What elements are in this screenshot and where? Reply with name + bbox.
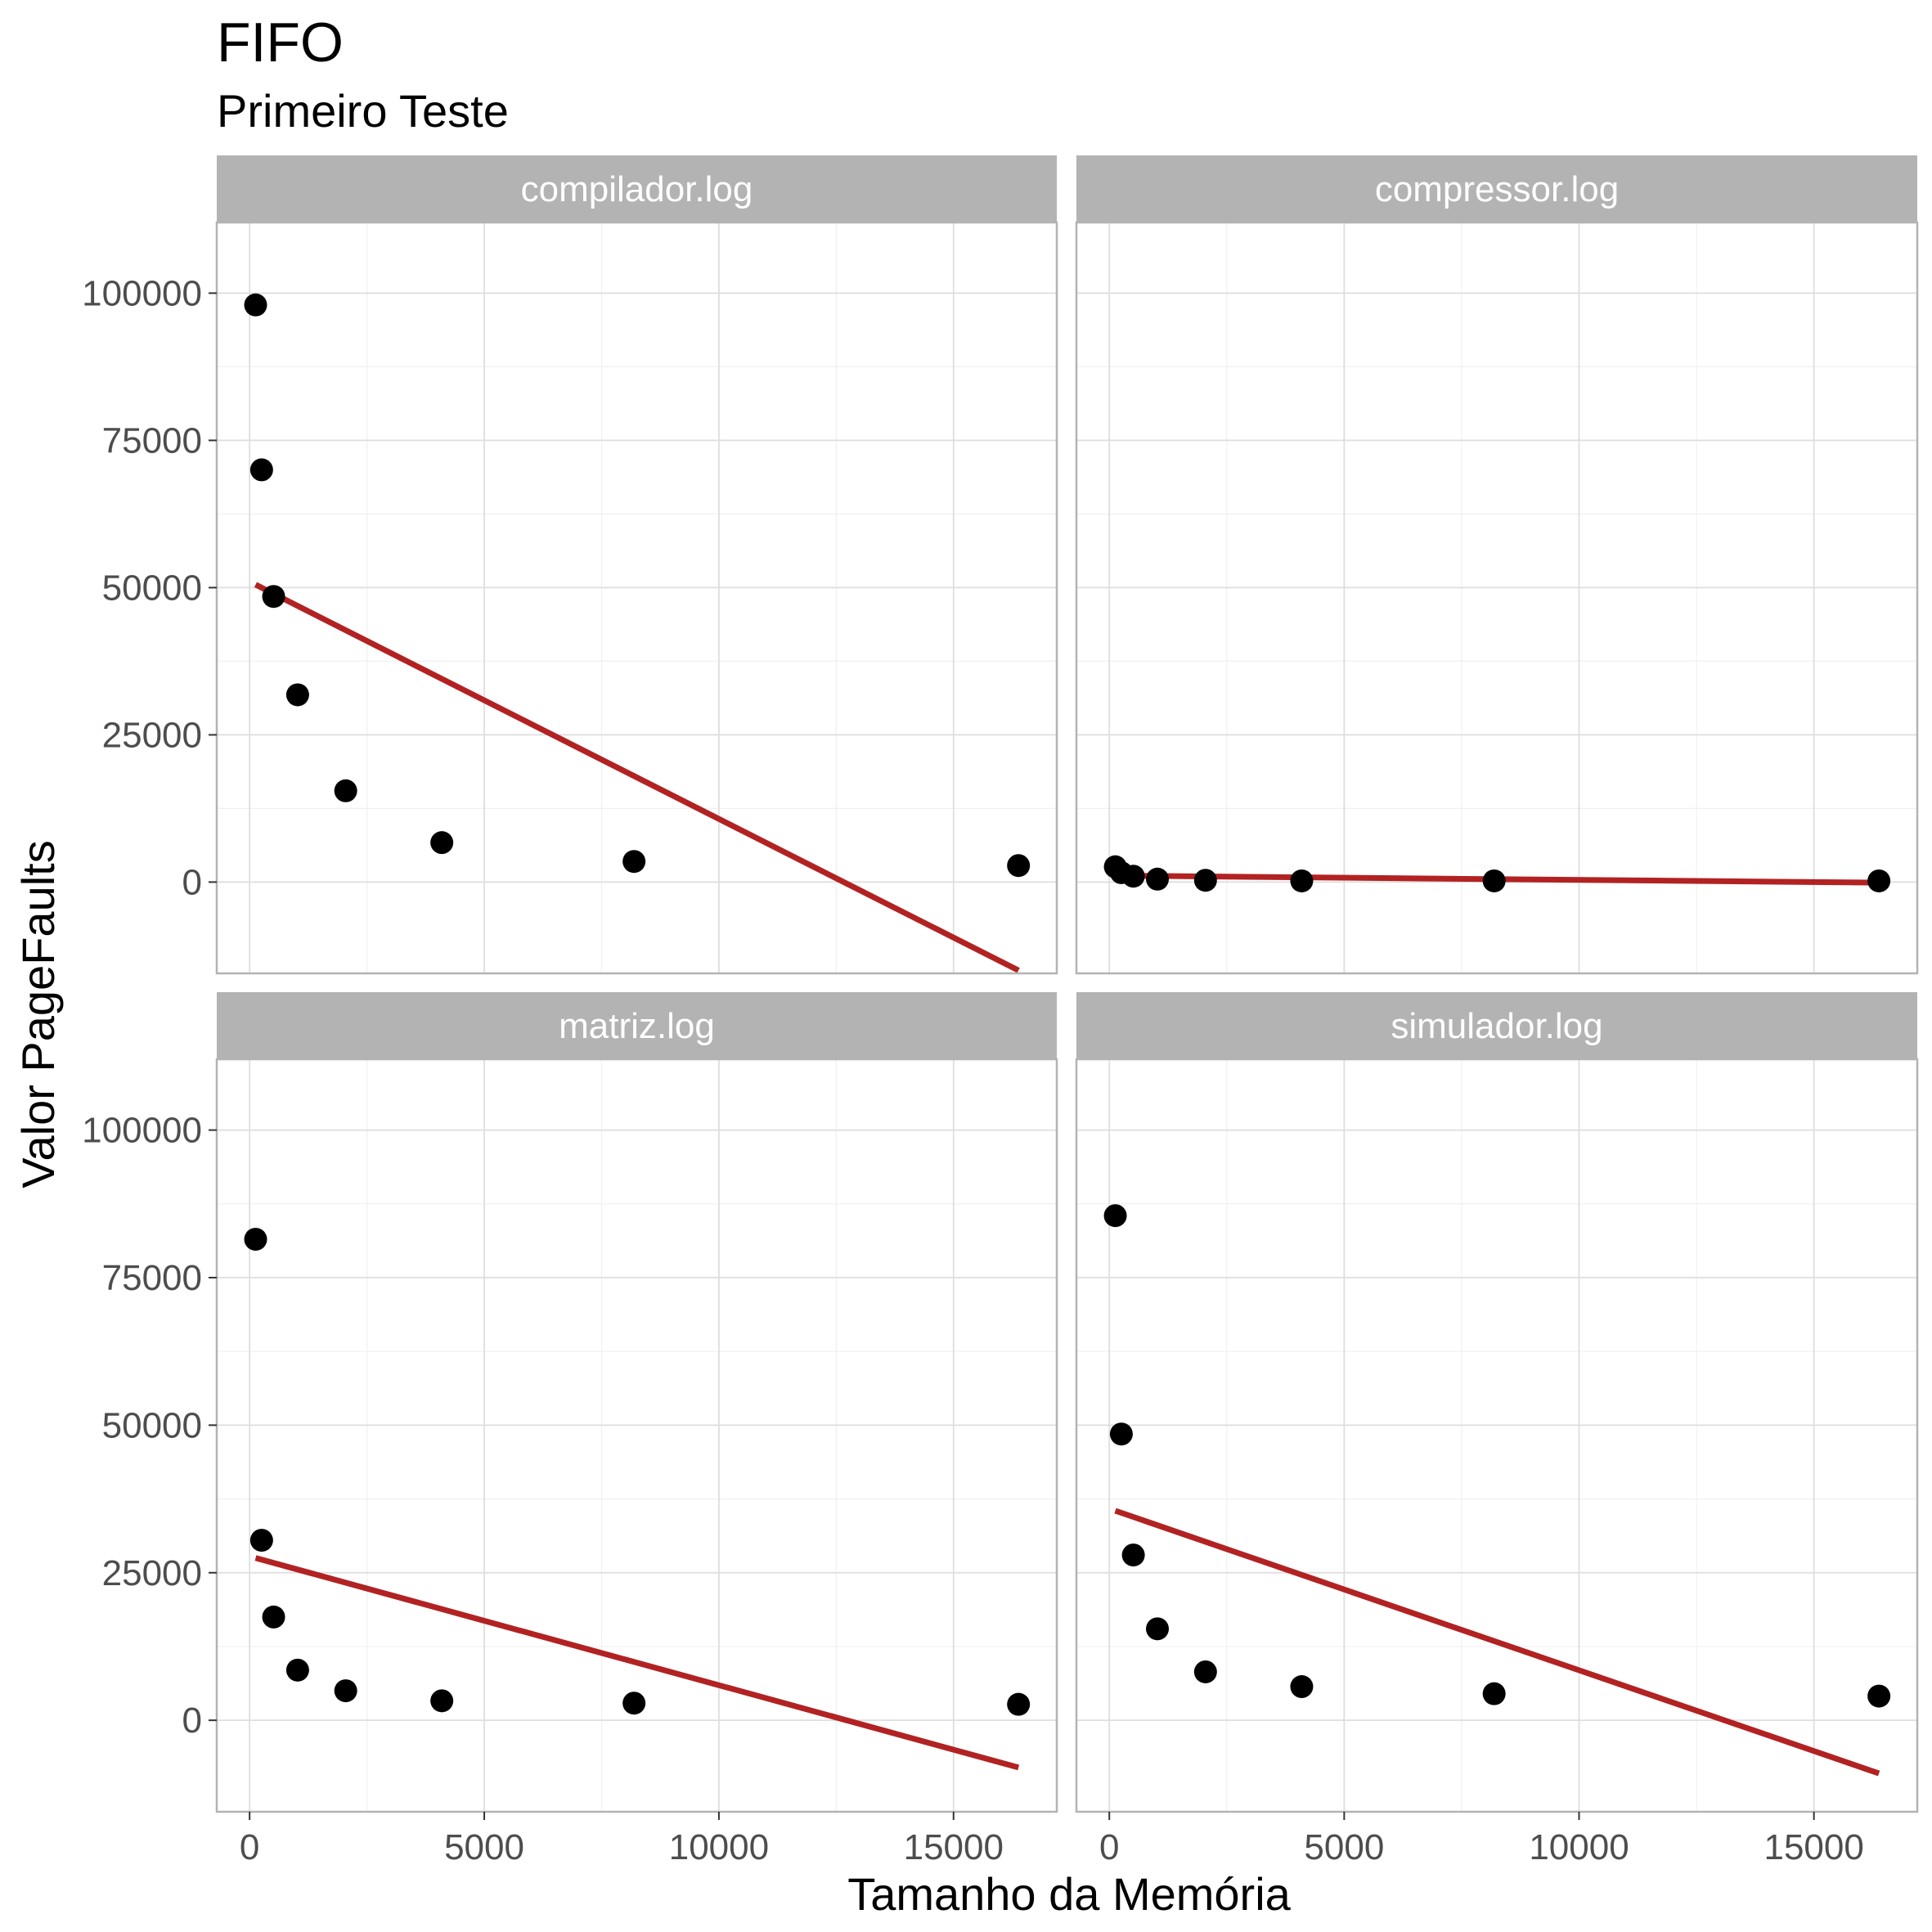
data-point <box>334 1679 357 1703</box>
data-point <box>1121 1543 1145 1567</box>
data-point <box>249 458 273 482</box>
panel-matriz-log: matriz.log 0 25000 50000 75000 100000 0 5000 100… <box>82 992 1058 1867</box>
y-tick-label: 25000 <box>102 1553 202 1593</box>
data-point <box>1103 1204 1127 1228</box>
data-point <box>1290 869 1314 892</box>
facet-strip <box>217 155 1057 222</box>
data-point <box>249 1529 273 1552</box>
data-point <box>262 585 285 609</box>
data-point <box>1109 1422 1133 1446</box>
data-point <box>1482 1682 1506 1705</box>
x-tick-label: 0 <box>240 1827 259 1867</box>
panel-border <box>1075 221 1919 975</box>
y-tick-label: 0 <box>182 862 202 902</box>
fit-line <box>254 1555 1020 1771</box>
panel-border <box>215 221 1058 975</box>
y-tick-label: 50000 <box>102 1405 202 1445</box>
data-point <box>1121 865 1145 888</box>
y-tick-label: 75000 <box>102 1258 202 1298</box>
data-point <box>430 1689 454 1713</box>
data-point <box>1193 869 1217 892</box>
data-point <box>244 293 267 317</box>
panel-simulador-log: simulador.log 0 5000 10000 15000 <box>1075 992 1919 1867</box>
y-tick-label: 100000 <box>82 1111 202 1151</box>
data-point <box>622 850 646 874</box>
x-tick-label: 0 <box>1099 1827 1119 1867</box>
facet-strip <box>217 992 1057 1059</box>
facet-strip-label: compressor.log <box>1375 169 1619 209</box>
data-point <box>1867 1684 1891 1708</box>
data-point <box>1867 869 1891 892</box>
y-tick-label: 100000 <box>82 273 202 313</box>
y-tick-label: 0 <box>182 1701 202 1741</box>
x-axis-title: Tamanho da Memória <box>847 1868 1291 1920</box>
panel-compilador-log: compilador.log 0 25000 50000 75000 100000 <box>82 155 1058 975</box>
panel-border <box>215 1058 1058 1813</box>
data-point <box>1146 867 1170 891</box>
chart-title: FIFO <box>217 11 344 74</box>
x-tick-label: 5000 <box>444 1827 524 1867</box>
facet-strip-label: matriz.log <box>559 1006 715 1046</box>
data-point <box>262 1605 285 1629</box>
data-point <box>1146 1617 1170 1641</box>
facet-panels: compilador.log0250005000075000100000comp… <box>82 155 1919 1867</box>
data-point <box>1007 1692 1031 1716</box>
data-point <box>285 1658 309 1682</box>
x-tick-label: 5000 <box>1304 1827 1384 1867</box>
facet-strip-label: compilador.log <box>521 169 753 209</box>
chart-subtitle: Primeiro Teste <box>217 85 509 137</box>
panel-compressor-log: compressor.log <box>1075 155 1919 975</box>
y-tick-label: 50000 <box>102 568 202 608</box>
x-tick-label: 10000 <box>669 1827 769 1867</box>
data-point <box>430 831 454 855</box>
data-point <box>1482 869 1506 892</box>
fit-line <box>254 582 1020 973</box>
facet-strip-label: simulador.log <box>1391 1006 1602 1046</box>
data-point <box>1007 854 1031 878</box>
facet-strip <box>1076 992 1917 1059</box>
y-axis-title: Valor PageFaults <box>12 840 64 1188</box>
data-point <box>334 779 357 802</box>
x-tick-label: 15000 <box>1764 1827 1863 1867</box>
fit-line <box>1114 1507 1880 1777</box>
y-tick-label: 25000 <box>102 715 202 755</box>
facet-strip <box>1076 155 1917 222</box>
x-tick-label: 15000 <box>904 1827 1004 1867</box>
x-tick-label: 10000 <box>1529 1827 1629 1867</box>
data-point <box>1290 1675 1314 1699</box>
y-tick-label: 75000 <box>102 420 202 461</box>
panel-border <box>1075 1058 1919 1813</box>
data-point <box>285 683 309 707</box>
data-point <box>244 1228 267 1251</box>
data-point <box>622 1692 646 1715</box>
data-point <box>1193 1660 1217 1683</box>
